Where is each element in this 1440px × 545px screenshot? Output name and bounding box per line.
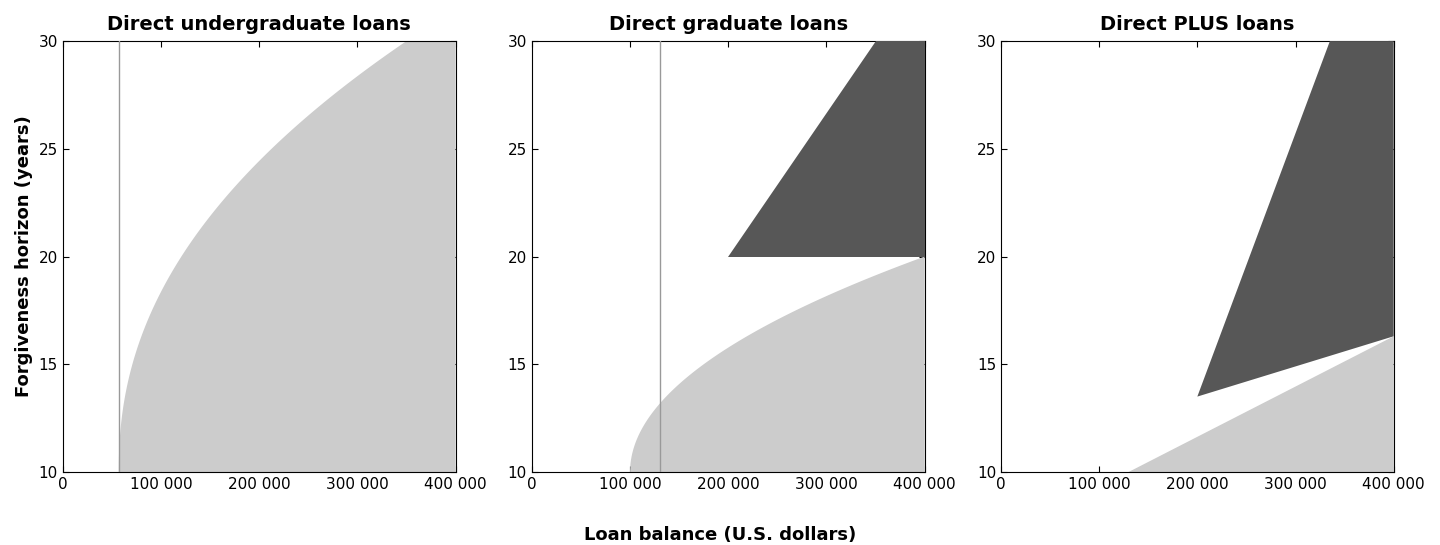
Polygon shape bbox=[118, 41, 455, 472]
Title: Direct graduate loans: Direct graduate loans bbox=[609, 15, 848, 34]
Text: Loan balance (U.S. dollars): Loan balance (U.S. dollars) bbox=[583, 525, 857, 543]
Polygon shape bbox=[631, 257, 924, 472]
Polygon shape bbox=[1129, 336, 1394, 472]
Title: Direct undergraduate loans: Direct undergraduate loans bbox=[107, 15, 410, 34]
Polygon shape bbox=[1197, 41, 1394, 397]
Y-axis label: Forgiveness horizon (years): Forgiveness horizon (years) bbox=[14, 116, 33, 397]
Title: Direct PLUS loans: Direct PLUS loans bbox=[1100, 15, 1295, 34]
Polygon shape bbox=[729, 41, 924, 257]
